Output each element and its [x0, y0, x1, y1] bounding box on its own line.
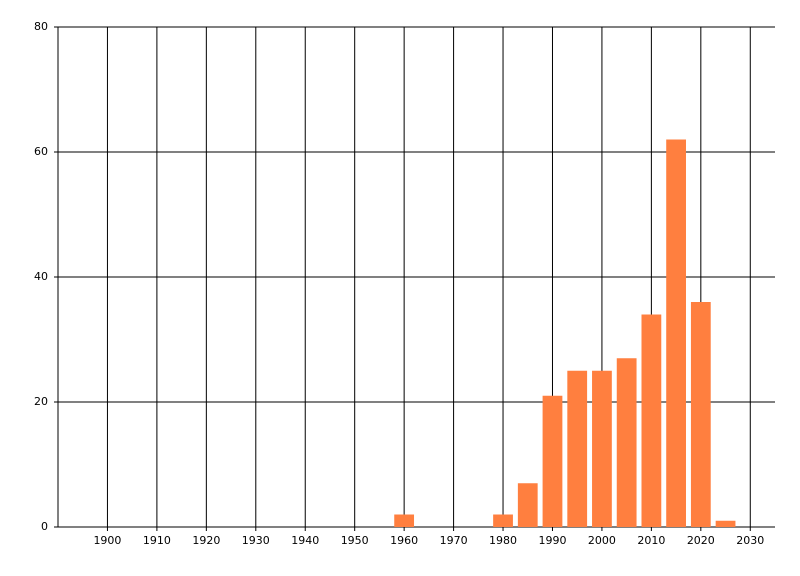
x-tick-label: 1950 — [341, 534, 369, 547]
bar — [715, 520, 736, 527]
x-tick-label: 1910 — [143, 534, 171, 547]
y-tick-label: 80 — [34, 20, 48, 33]
y-tick-label: 20 — [34, 395, 48, 408]
x-tick-label: 1900 — [93, 534, 121, 547]
x-tick-label: 1960 — [390, 534, 418, 547]
bar — [394, 514, 415, 527]
y-tick-label: 0 — [41, 520, 48, 533]
x-tick-label: 2010 — [637, 534, 665, 547]
bar — [542, 395, 563, 527]
bar — [517, 483, 538, 527]
x-tick-label: 1990 — [538, 534, 566, 547]
bar — [641, 314, 662, 527]
bar — [666, 139, 686, 527]
bar — [592, 370, 612, 527]
x-tick-label: 2000 — [588, 534, 616, 547]
bar — [616, 358, 637, 527]
x-tick-label: 1930 — [242, 534, 270, 547]
x-tick-label: 1970 — [440, 534, 468, 547]
x-tick-label: 2030 — [736, 534, 764, 547]
y-tick-label: 60 — [34, 145, 48, 158]
x-tick-label: 1940 — [291, 534, 319, 547]
x-tick-label: 1980 — [489, 534, 517, 547]
bar — [567, 370, 588, 527]
y-tick-label: 40 — [34, 270, 48, 283]
x-tick-label: 1920 — [192, 534, 220, 547]
bar — [493, 514, 513, 527]
x-tick-label: 2020 — [687, 534, 715, 547]
bar — [690, 302, 711, 527]
